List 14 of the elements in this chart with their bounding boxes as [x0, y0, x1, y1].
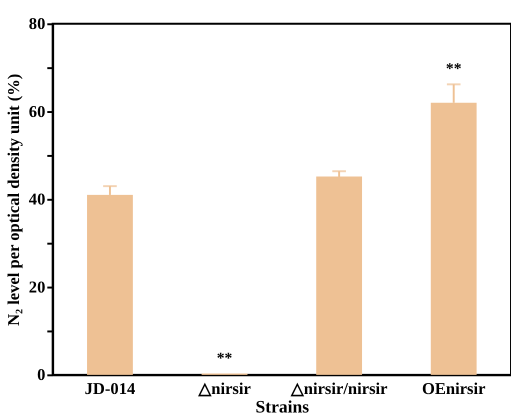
x-tick-label: OEnirsir	[422, 378, 486, 398]
y-tick-label: 60	[28, 102, 46, 121]
x-tick-label: △nirsir/nirsir	[290, 378, 388, 398]
x-tick-label: △nirsir	[197, 378, 251, 398]
y-tick-label: 20	[28, 277, 46, 296]
x-axis-title: Strains	[255, 396, 310, 416]
y-tick-label: 80	[28, 14, 46, 34]
bar	[316, 176, 362, 375]
y-tick-label: 0	[37, 365, 46, 384]
annotation: **	[446, 60, 462, 78]
y-tick-label: 40	[28, 190, 46, 209]
x-tick-label: JD-014	[84, 378, 136, 398]
annotation: **	[216, 350, 233, 367]
y-axis-title: N₂ level per optical density unit (%)	[4, 74, 24, 326]
